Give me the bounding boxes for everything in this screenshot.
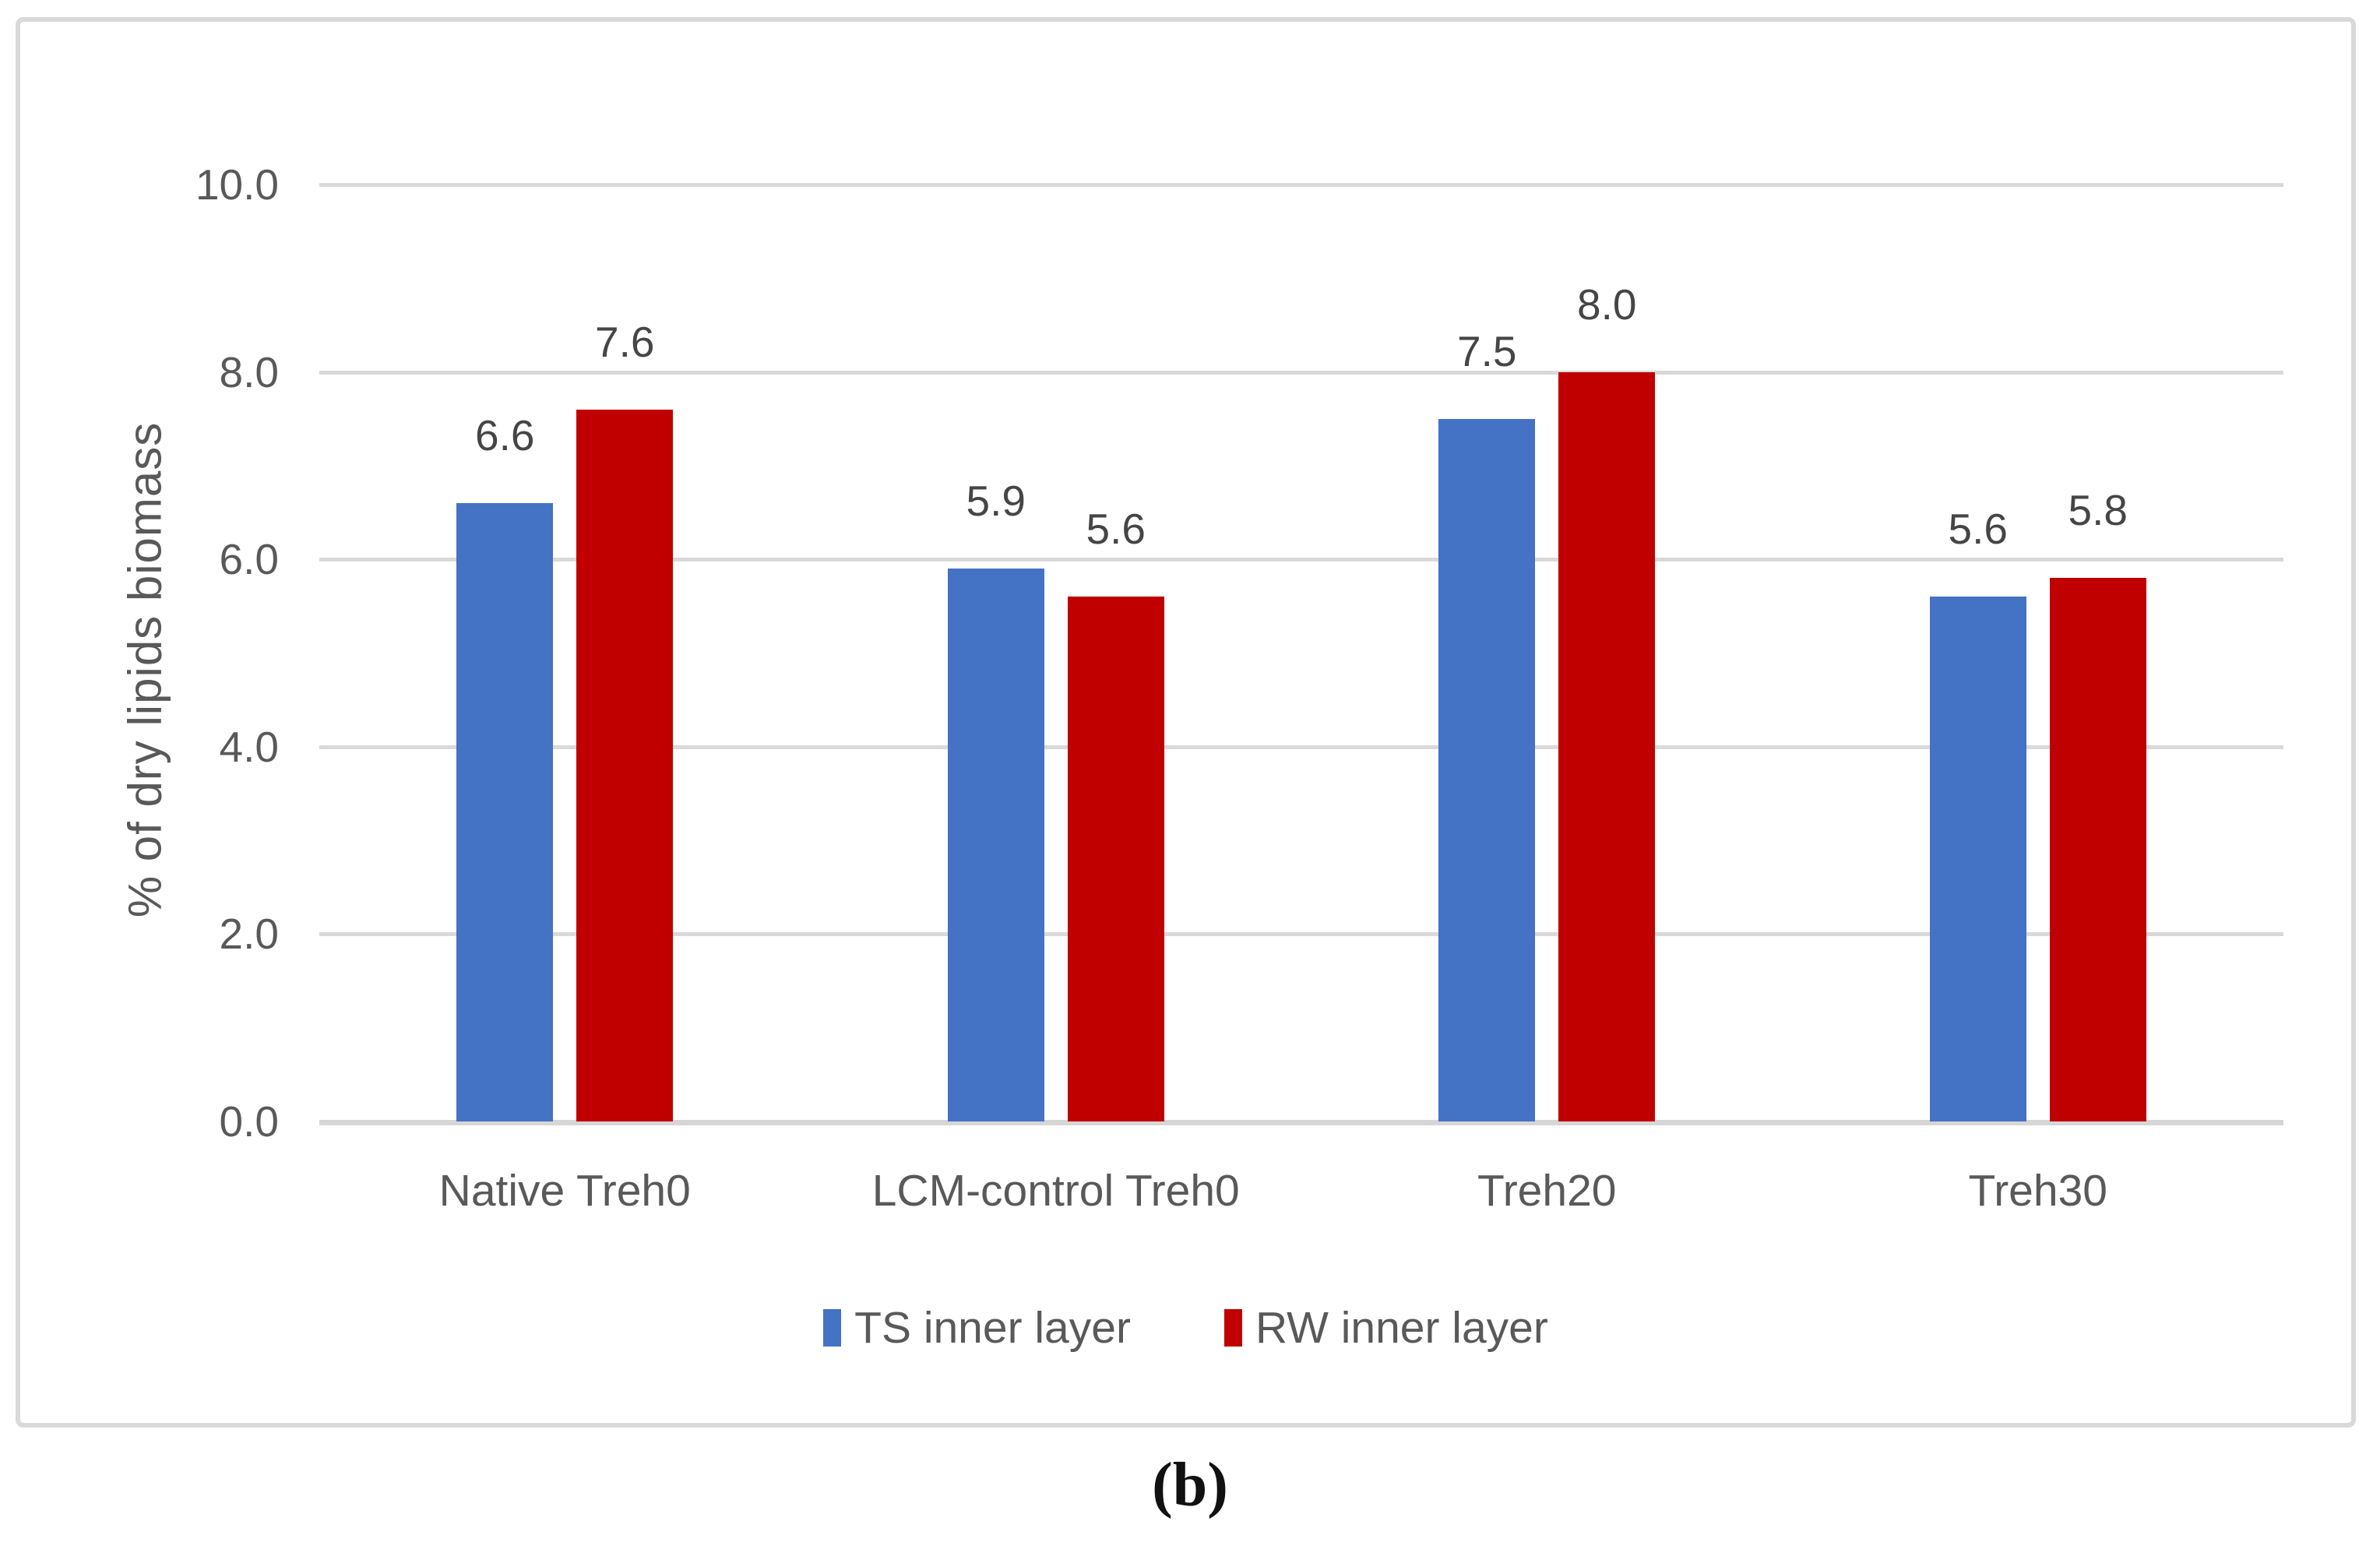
bar-group: 6.6 7.6 [319, 318, 811, 1121]
figure-caption: (b) [1152, 1451, 1228, 1519]
legend-label: RW inner layer [1255, 1303, 1548, 1353]
bar-group: 7.5 8.0 [1301, 280, 1793, 1121]
bar-data-label: 5.8 [2068, 486, 2128, 534]
bar-data-label: 5.6 [1086, 505, 1146, 553]
x-axis-label: Native Treh0 [438, 1166, 691, 1216]
bar: 6.6 [456, 411, 554, 1121]
gridline-2.0 [319, 932, 2283, 937]
bar-group: 5.6 5.8 [1793, 486, 2284, 1121]
gridline-8.0 [319, 370, 2283, 375]
y-axis-title: % of dry lipids biomass [118, 421, 171, 918]
y-tick-label: 8.0 [219, 347, 279, 396]
bar-group: 5.9 5.6 [811, 477, 1302, 1121]
bar-data-label: 5.9 [966, 477, 1026, 525]
bar: 7.6 [576, 318, 674, 1121]
y-tick-label: 0.0 [219, 1097, 279, 1146]
y-tick-label: 2.0 [219, 910, 279, 959]
x-axis-label: Treh30 [1968, 1166, 2108, 1216]
bar: 5.8 [2049, 486, 2146, 1121]
bar: 5.9 [947, 477, 1044, 1121]
gridline-10.0 [319, 183, 2283, 187]
bar: 5.6 [1067, 505, 1164, 1121]
legend-item: RW inner layer [1223, 1302, 1548, 1354]
gridline-6.0 [319, 558, 2283, 562]
x-axis-label: Treh20 [1477, 1166, 1617, 1216]
bar: 8.0 [1558, 280, 1656, 1121]
legend: TS inner layer RW inner layer [0, 1302, 2371, 1354]
gridline-0.0 [319, 1120, 2283, 1125]
bar-data-label: 7.5 [1457, 327, 1517, 375]
y-tick-label: 6.0 [219, 535, 279, 584]
legend-swatch-icon [1223, 1309, 1242, 1347]
bar-data-label: 6.6 [475, 411, 535, 459]
y-tick-label: 4.0 [219, 722, 279, 771]
bar-data-label: 8.0 [1577, 280, 1637, 329]
bar-groups: 6.6 7.6 5.9 5.6 7.5 8.0 5.6 5.8 [319, 185, 2283, 1121]
legend-swatch-icon [823, 1309, 842, 1347]
x-axis-category-labels: Native Treh0 LCM-control Treh0 Treh20 Treh3… [319, 1165, 2283, 1216]
x-axis-label: LCM-control Treh0 [871, 1166, 1240, 1216]
bar: 5.6 [1929, 505, 2026, 1121]
bar-data-label: 5.6 [1948, 505, 2008, 553]
bar: 7.5 [1438, 327, 1536, 1121]
gridline-4.0 [319, 745, 2283, 749]
plot-area: 6.6 7.6 5.9 5.6 7.5 8.0 5.6 5.8 [319, 183, 2283, 1125]
bar-data-label: 7.6 [595, 318, 655, 366]
legend-label: TS inner layer [854, 1303, 1131, 1353]
y-tick-label: 10.0 [195, 160, 279, 209]
legend-item: TS inner layer [823, 1302, 1131, 1354]
